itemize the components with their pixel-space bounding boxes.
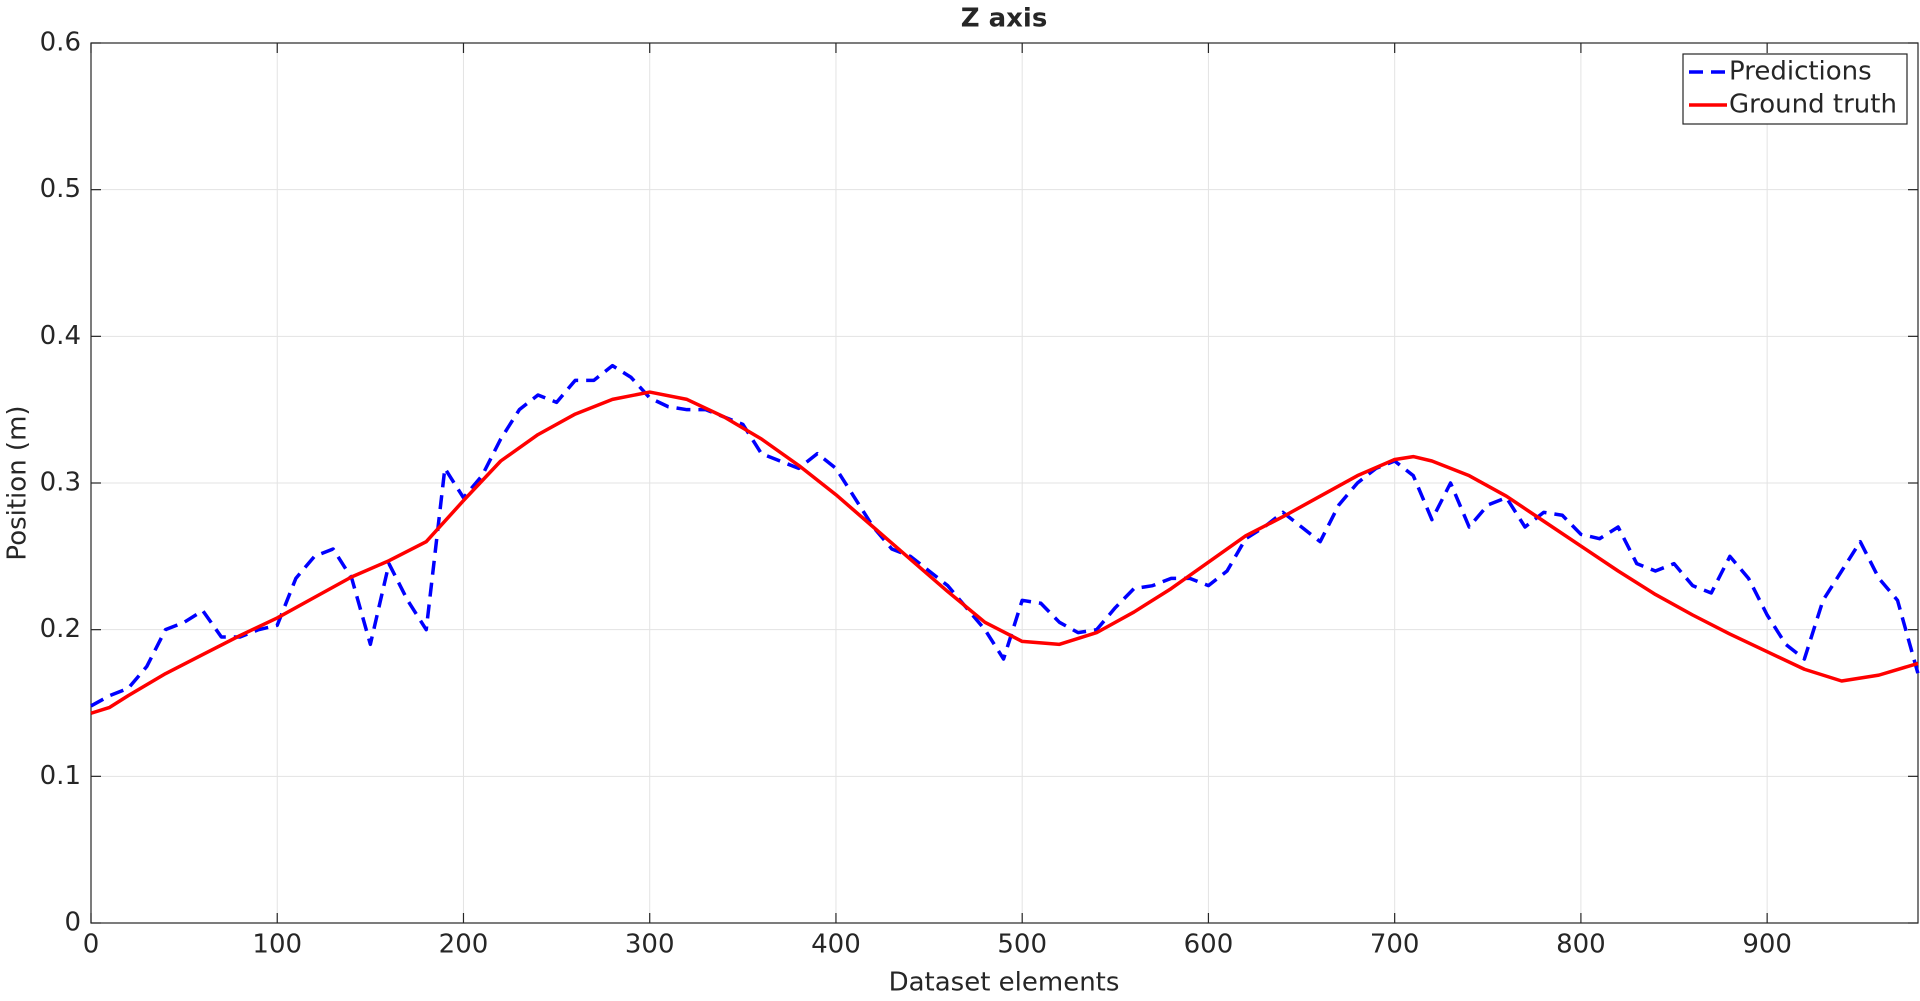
legend-label: Predictions — [1729, 57, 1872, 87]
legend-box — [1682, 53, 1908, 125]
x-tick-label: 500 — [997, 930, 1047, 960]
x-axis-label: Dataset elements — [889, 968, 1120, 998]
x-tick-label: 700 — [1370, 930, 1420, 960]
x-tick-label: 0 — [83, 930, 100, 960]
y-tick-label: 0 — [64, 908, 81, 938]
y-tick-label: 0.2 — [40, 614, 81, 644]
x-tick-label: 300 — [625, 930, 675, 960]
data-line — [90, 390, 1919, 715]
y-tick-label: 0.3 — [40, 468, 81, 498]
x-tick-label: 200 — [439, 930, 489, 960]
plot-frame — [90, 42, 1919, 924]
chart-title: Z axis — [961, 4, 1048, 34]
x-tick-label: 900 — [1742, 930, 1792, 960]
legend-label: Ground truth — [1729, 90, 1897, 120]
y-tick-label: 0.1 — [40, 761, 81, 791]
x-tick-label: 100 — [252, 930, 302, 960]
y-tick-label: 0.6 — [40, 28, 81, 58]
x-tick-label: 600 — [1184, 930, 1234, 960]
x-tick-label: 400 — [811, 930, 861, 960]
data-line — [90, 363, 1920, 708]
y-tick-label: 0.4 — [40, 321, 81, 351]
y-tick-label: 0.5 — [40, 174, 81, 204]
y-axis-label: Position (m) — [3, 405, 33, 560]
x-tick-label: 800 — [1556, 930, 1606, 960]
